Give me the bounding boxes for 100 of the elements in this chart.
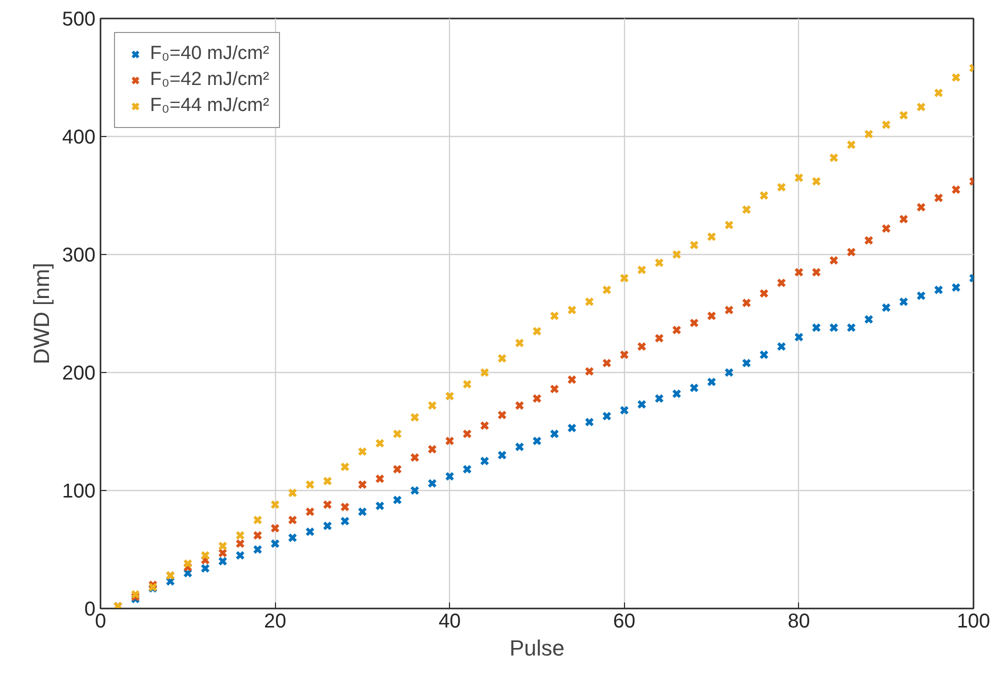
point — [776, 182, 786, 192]
point — [462, 464, 472, 474]
point — [358, 507, 368, 516]
point — [550, 311, 560, 321]
point — [445, 391, 454, 401]
point — [183, 558, 192, 568]
point — [829, 256, 838, 266]
point — [358, 480, 368, 490]
point — [236, 550, 245, 560]
point — [882, 120, 891, 130]
point — [934, 193, 944, 203]
point — [916, 202, 926, 212]
point — [200, 564, 210, 574]
point — [514, 442, 524, 452]
point — [410, 412, 420, 422]
point — [672, 250, 682, 260]
point — [270, 538, 280, 548]
point — [428, 400, 437, 410]
point — [689, 240, 699, 250]
point — [846, 140, 856, 150]
point — [706, 232, 716, 242]
point — [497, 450, 507, 460]
point — [550, 429, 560, 439]
x-axis-title: Pulse — [509, 636, 565, 660]
point — [288, 533, 298, 542]
point — [305, 480, 315, 490]
point — [654, 258, 664, 268]
point — [270, 500, 280, 510]
point — [497, 354, 507, 364]
point — [689, 383, 699, 393]
legend-label: F₀=44 mJ/cm² — [150, 95, 270, 117]
point — [445, 472, 454, 482]
point — [532, 394, 542, 404]
point — [252, 530, 262, 540]
point — [270, 524, 280, 533]
point — [567, 423, 577, 433]
point — [252, 515, 262, 525]
point — [130, 590, 140, 600]
point — [392, 495, 402, 505]
point — [812, 322, 822, 332]
point — [951, 282, 961, 292]
point — [812, 176, 822, 186]
point — [846, 247, 856, 257]
point — [898, 214, 908, 224]
point — [514, 338, 524, 348]
x-tick-label: 100 — [956, 610, 990, 632]
point — [375, 501, 385, 511]
point — [654, 394, 664, 404]
point — [236, 530, 245, 540]
point — [951, 184, 961, 194]
y-axis-title: DWD [nm] — [29, 262, 54, 364]
point — [759, 190, 769, 200]
point — [916, 291, 926, 300]
point — [584, 417, 594, 427]
point — [637, 400, 646, 410]
point — [951, 72, 961, 82]
point — [742, 298, 752, 308]
point — [410, 452, 420, 462]
y-tick-label: 400 — [62, 126, 96, 148]
point — [288, 515, 298, 525]
y-tick-label: 100 — [62, 480, 96, 502]
point — [480, 368, 490, 378]
point — [305, 527, 315, 536]
point — [620, 273, 629, 283]
point — [864, 314, 874, 324]
legend-label: F₀=40 mJ/cm² — [150, 43, 270, 65]
point — [706, 377, 716, 387]
point — [410, 486, 420, 496]
point — [689, 318, 699, 328]
point — [200, 550, 210, 560]
point — [480, 456, 490, 466]
point — [620, 350, 629, 360]
point — [218, 541, 228, 551]
point — [462, 429, 472, 439]
point — [794, 332, 804, 342]
point — [340, 516, 350, 526]
point — [514, 400, 524, 410]
point — [584, 366, 594, 376]
point — [864, 236, 874, 246]
point — [305, 507, 315, 516]
point — [759, 350, 769, 360]
point — [724, 368, 734, 378]
point — [375, 438, 385, 448]
point — [462, 380, 472, 389]
legend-label: F₀=42 mJ/cm² — [150, 69, 270, 91]
point — [340, 502, 350, 512]
point — [742, 358, 752, 368]
point — [322, 500, 332, 510]
point — [759, 288, 769, 298]
point — [812, 268, 822, 277]
point — [550, 384, 560, 394]
point — [252, 544, 262, 554]
point — [637, 342, 646, 352]
point — [358, 446, 368, 456]
point — [322, 521, 332, 531]
point — [829, 322, 838, 332]
point — [742, 204, 752, 214]
point — [567, 305, 577, 315]
point — [776, 278, 786, 288]
point — [706, 311, 716, 321]
